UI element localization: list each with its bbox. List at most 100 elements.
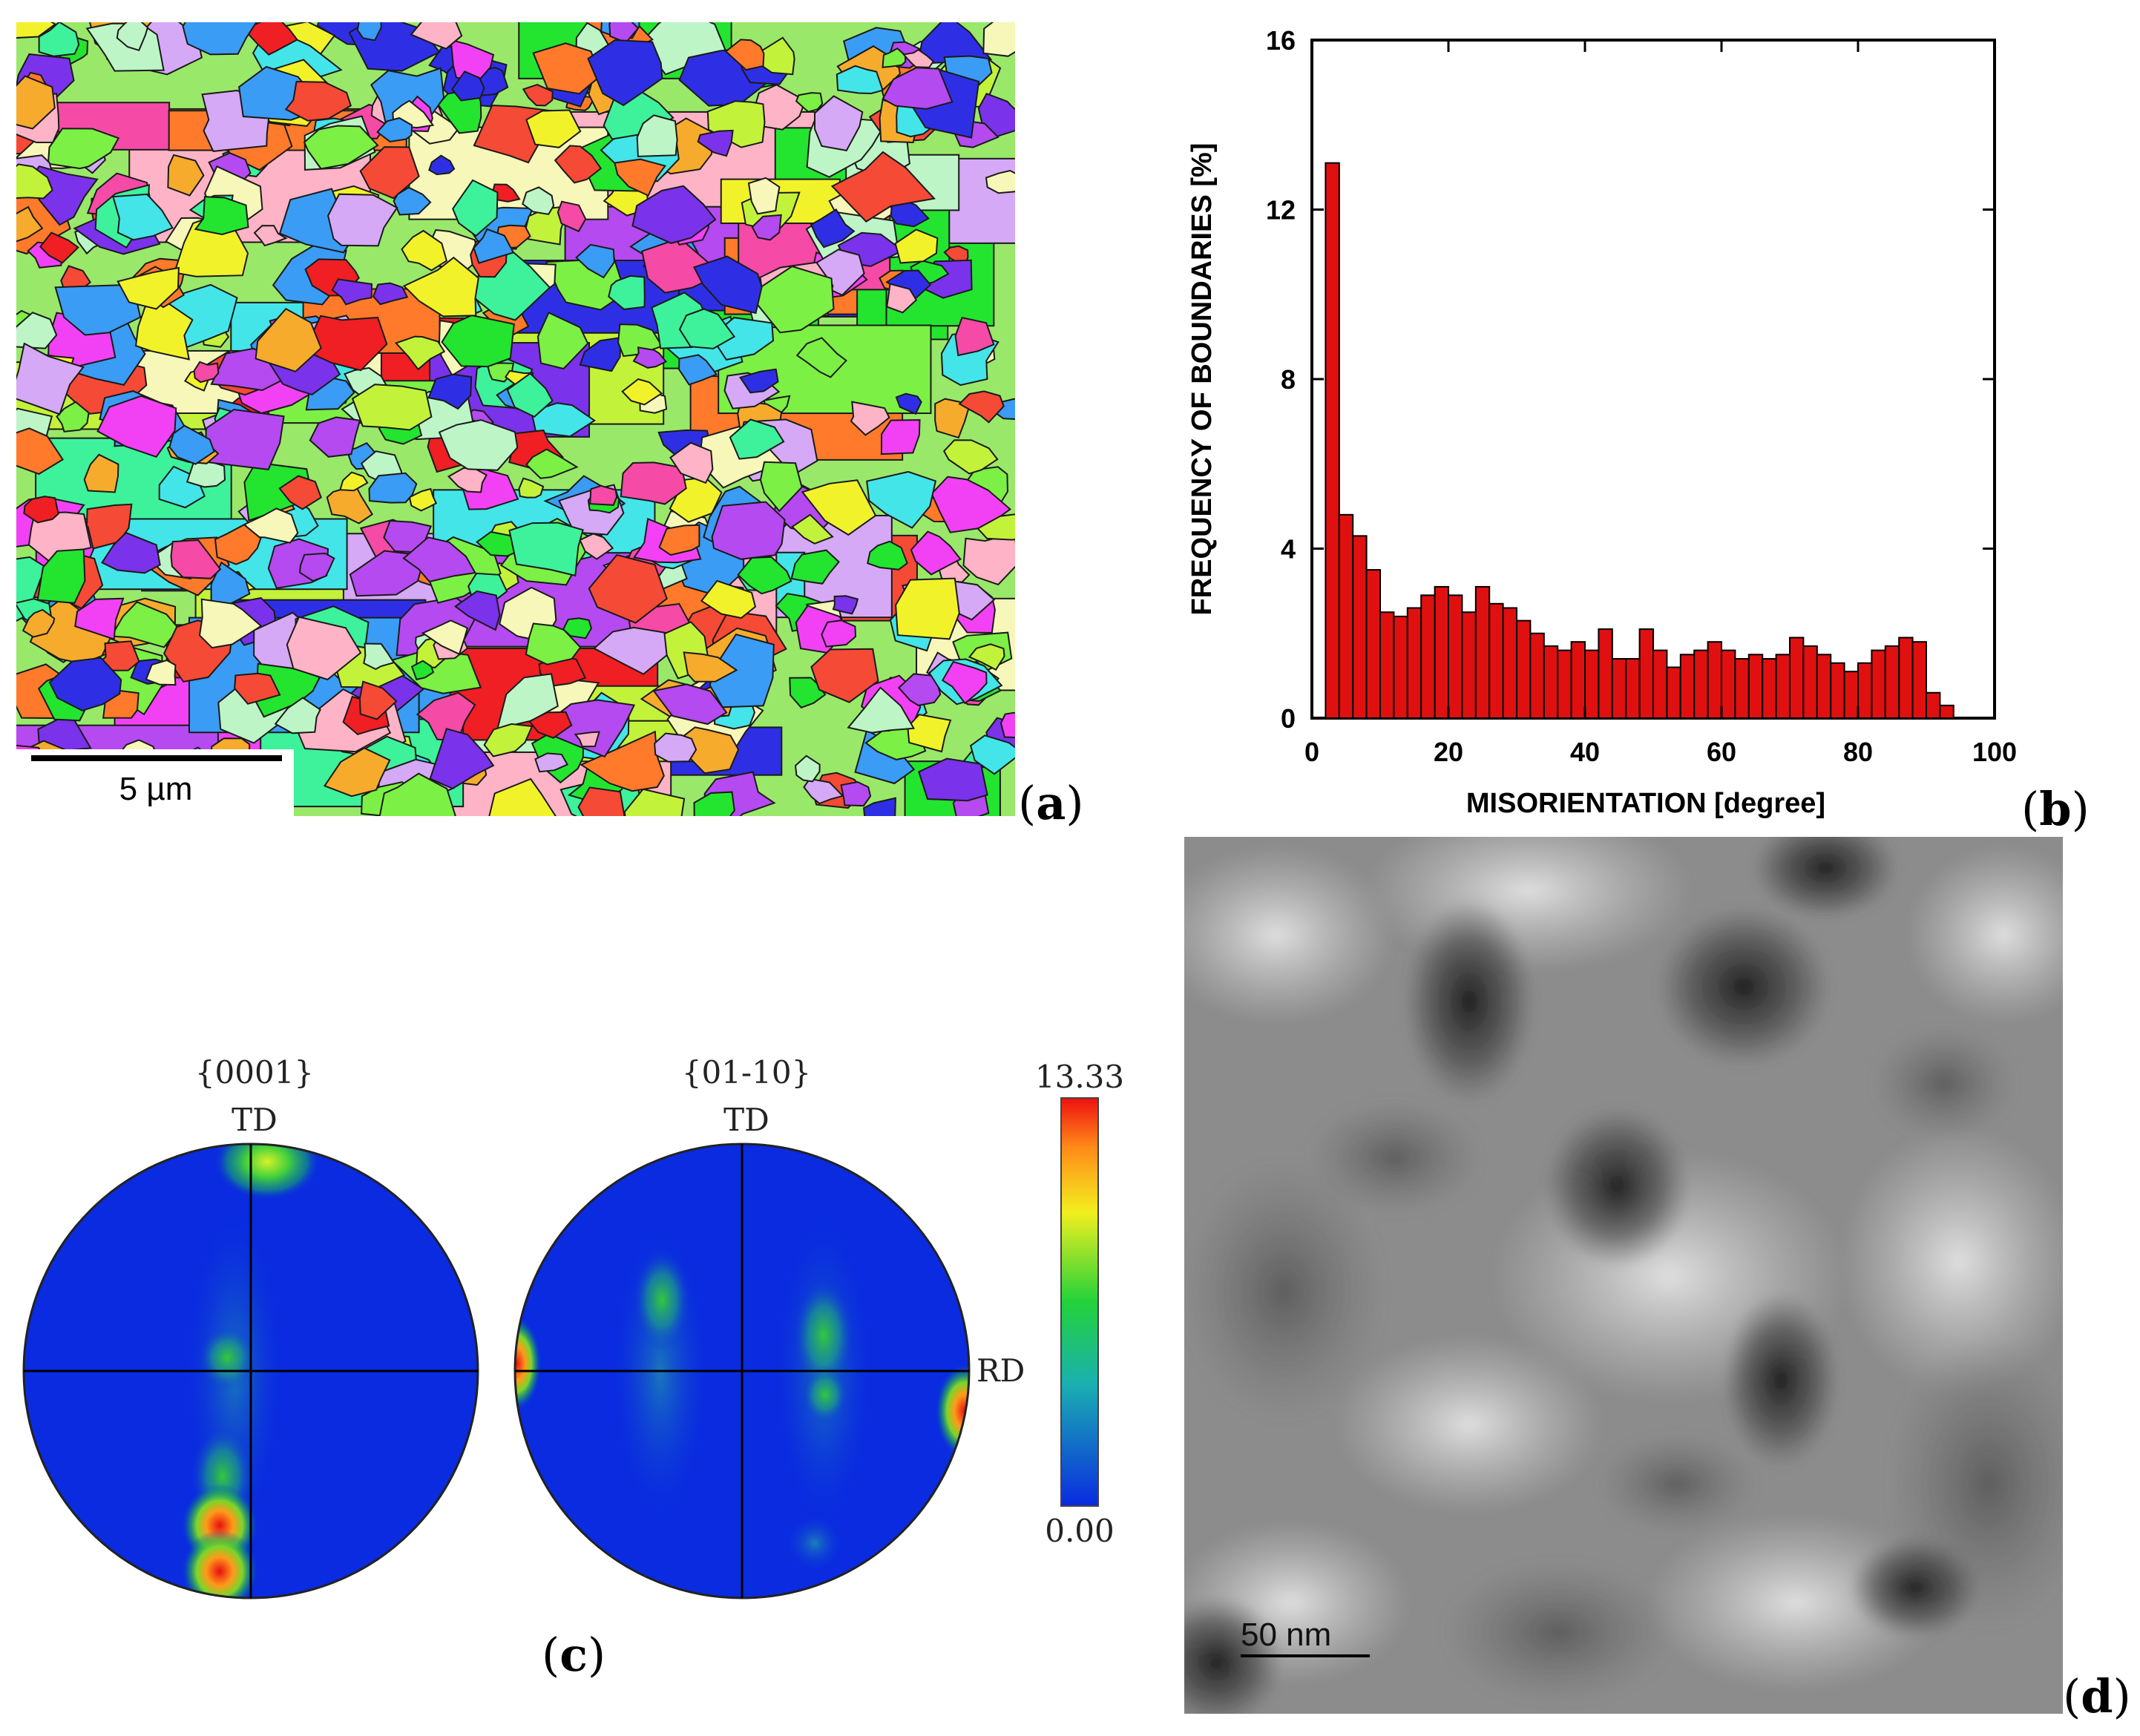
grain-cell [863,797,896,816]
grain-cell [886,283,918,314]
grain-cell [882,67,954,110]
grain-cell [16,75,56,130]
grain-cell [867,540,908,571]
grain-cell [393,186,432,216]
grain-cell [38,22,80,57]
grain-cell [850,401,890,436]
grain-cell [795,92,824,113]
histogram-bar [1679,654,1696,719]
grain-cell [678,308,736,349]
grain-cell [303,125,379,170]
grain-cell [589,484,618,506]
pole-figure-right-title: {01-10} [682,1054,812,1091]
grain-cell [747,177,781,215]
grain-cell [359,146,420,200]
grain-cell [830,151,936,223]
grain-cell [941,660,988,705]
grain-cell [286,616,362,681]
grain-cell [427,373,473,410]
colorbar-max-label: 13.33 [1035,1059,1124,1095]
y-tick-label: 0 [1281,703,1296,734]
histogram-bar [1325,162,1340,720]
histogram-bar [1884,645,1900,720]
grain-cell [182,22,257,56]
grain-cell [473,228,515,264]
histogram-bar [1379,611,1395,719]
grain-cell [532,42,602,95]
grain-cell [557,200,587,233]
histogram-bar [1502,607,1517,719]
grain-cell [298,552,335,582]
grain-cell [554,145,603,184]
panel-b-histogram: 0 20 40 60 80 100 0 4 8 12 16 MISORIENTATION [degr… [1186,25,2017,819]
histogram-bar [1434,585,1449,719]
grain-cell [402,536,476,583]
grain-cell [204,408,285,470]
histogram-bar [1734,658,1750,720]
grain-cell [711,501,786,560]
grain-cell [614,158,667,197]
grain-cell [574,731,600,748]
histogram-bar [1625,658,1641,720]
grain-cell [608,274,646,310]
grain-cell [894,228,939,264]
grain-cell [96,395,177,458]
histogram-bar [1557,649,1572,719]
histogram-bar [1406,607,1422,719]
grain-cell [453,590,501,631]
grain-cell [525,622,582,665]
histogram-bar [1911,641,1928,719]
grain-cell [331,278,373,306]
y-tick-label: 16 [1266,25,1296,56]
grain-cell [16,342,85,415]
grain-cell [534,752,569,773]
grain-cell [116,22,149,52]
histogram-bar [1543,645,1559,720]
grain-cell [56,401,90,433]
grain-cell [327,193,398,247]
grain-cell [632,346,668,369]
grain-cell [729,418,785,460]
grain-cell [801,479,877,536]
histogram-bar [1747,654,1764,719]
grain-cell [790,549,840,585]
histogram-bar [1611,658,1627,720]
grain-cell [697,129,734,157]
grain-cell [47,128,120,170]
grain-cell [882,47,907,68]
grain-cell [234,672,281,705]
histogram-bar [1871,649,1886,719]
grain-cell [942,439,999,475]
grain-cell [692,255,763,315]
x-tick-label: 20 [1434,737,1463,767]
grain-cell [110,601,180,648]
grain-cell [101,531,161,574]
grain-cell [186,460,226,488]
grain-cell [902,48,935,68]
grain-cell [522,186,555,215]
grain-cell [577,786,626,816]
pole-figure-0001: {0001} TD [22,1054,479,1599]
grain-cell [378,772,456,816]
grain-cell [255,308,322,372]
histogram-bar [1857,662,1873,719]
histogram-bars [1325,162,1954,720]
grain-cell [803,777,844,805]
grain-cell [620,461,687,505]
histogram-bar [1775,654,1791,719]
grain-cell [39,231,79,264]
grain-cell [253,225,288,247]
histogram-bar [1789,637,1805,720]
histogram-bar [1529,632,1545,719]
pole-figure-left-title: {0001} [195,1054,314,1091]
grain-cell [358,680,398,720]
scale-bar-label: 5 µm [119,771,193,807]
y-tick-label: 8 [1281,364,1296,395]
pole-figure-rd-label: RD [977,1352,1025,1389]
histogram-bar [1420,594,1436,720]
histogram-bar [1707,641,1723,719]
grain-cell [587,39,663,107]
grain-cell [562,617,592,640]
grain-cell [985,169,1015,194]
grain-cell [278,475,322,510]
